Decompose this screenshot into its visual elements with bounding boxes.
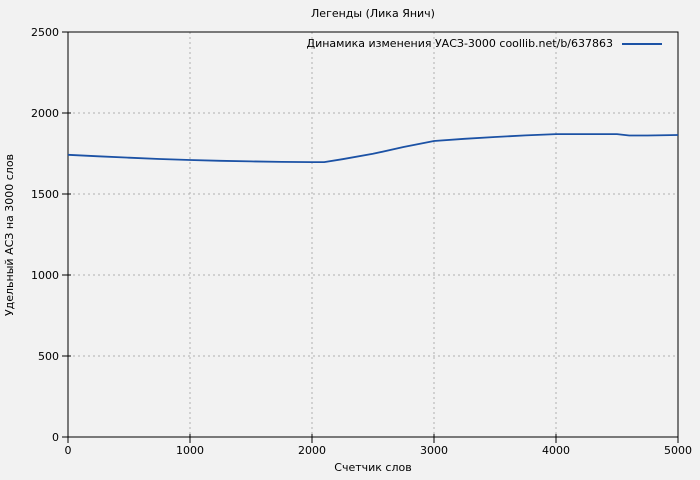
y-tick-label: 0 (52, 431, 59, 444)
y-tick-label: 2500 (31, 26, 59, 39)
x-tick-label: 4000 (542, 444, 570, 457)
x-tick-label: 2000 (298, 444, 326, 457)
legend-series-label: Динамика изменения УАСЗ-3000 coollib.net… (306, 37, 614, 50)
x-axis-label: Счетчик слов (334, 461, 412, 474)
x-tick-label: 3000 (420, 444, 448, 457)
chart-title: Легенды (Лика Янич) (311, 7, 435, 20)
y-tick-label: 1500 (31, 188, 59, 201)
x-tick-label: 5000 (664, 444, 692, 457)
plot-border (67, 31, 679, 438)
data-series-line (67, 133, 679, 164)
y-tick-label: 2000 (31, 107, 59, 120)
legend: Динамика изменения УАСЗ-3000 coollib.net… (306, 36, 662, 51)
x-tick-label: 1000 (176, 444, 204, 457)
y-tick-label: 1000 (31, 269, 59, 282)
x-tick-label: 0 (65, 444, 72, 457)
y-axis-label: Удельный АСЗ на 3000 слов (3, 153, 16, 317)
y-tick-label: 500 (38, 350, 59, 363)
legend-line-sample (622, 42, 662, 45)
